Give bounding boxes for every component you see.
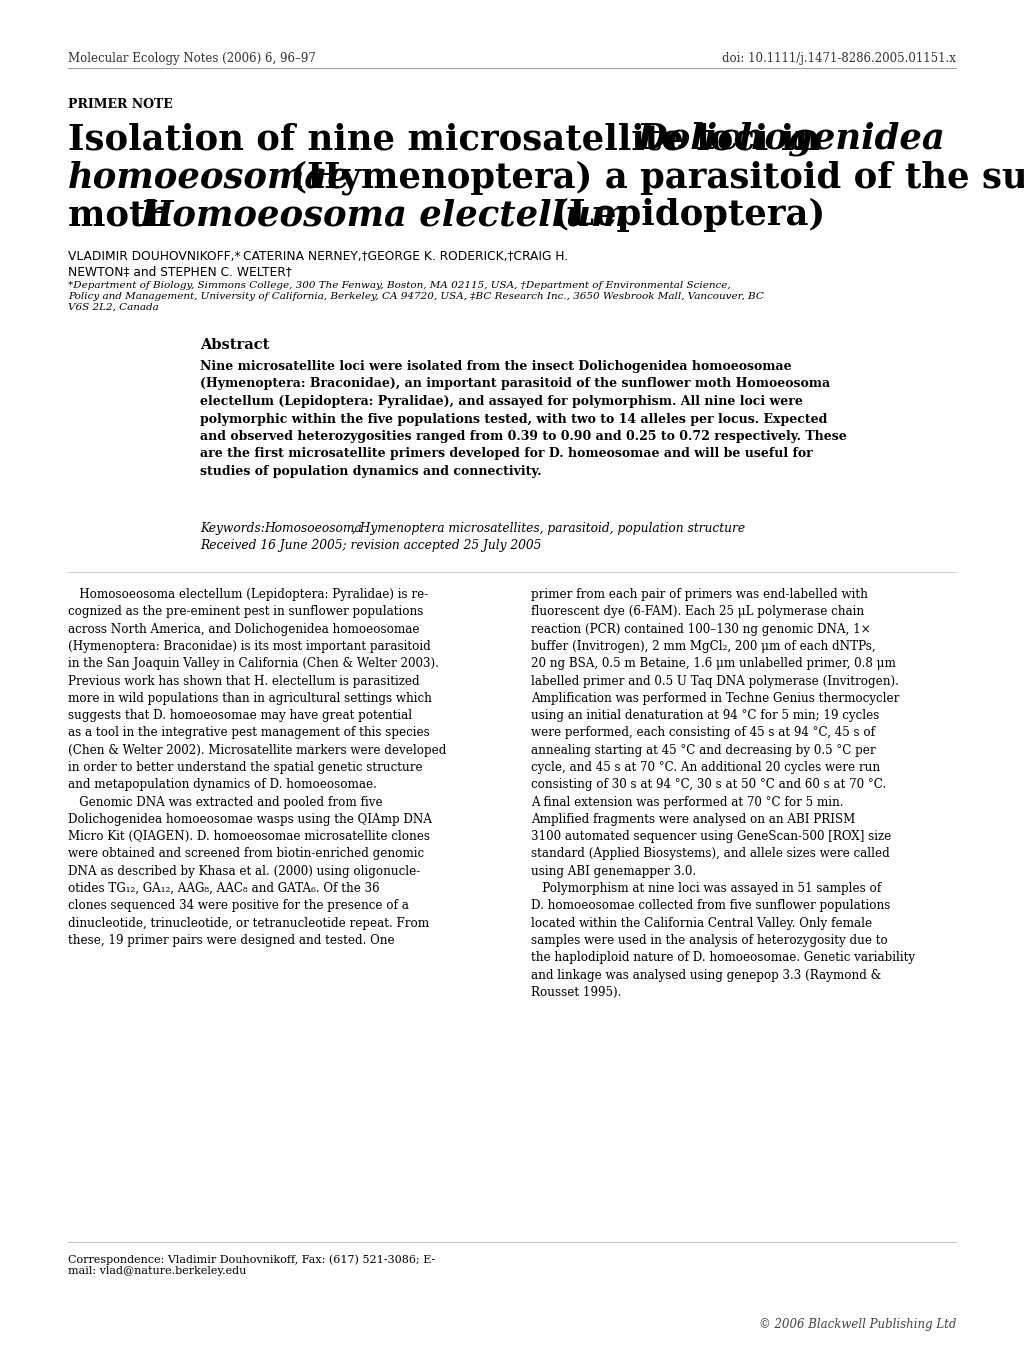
Text: moth: moth [68, 198, 183, 232]
Text: PRIMER NOTE: PRIMER NOTE [68, 98, 173, 110]
Text: Nine microsatellite loci were isolated from the insect Dolichogenidea homoeosoma: Nine microsatellite loci were isolated f… [200, 359, 847, 478]
Text: mail: vlad@nature.berkeley.edu: mail: vlad@nature.berkeley.edu [68, 1267, 247, 1276]
Text: (Lepidoptera): (Lepidoptera) [540, 198, 825, 232]
Text: Homoeosoma electellum: Homoeosoma electellum [140, 198, 630, 232]
Text: *Department of Biology, Simmons College, 300 The Fenway, Boston, MA 02115, USA, : *Department of Biology, Simmons College,… [68, 281, 731, 289]
Text: Abstract: Abstract [200, 338, 269, 353]
Text: homoeosomae: homoeosomae [68, 160, 351, 194]
Text: Policy and Management, University of California, Berkeley, CA 94720, USA, ‡BC Re: Policy and Management, University of Cal… [68, 292, 764, 302]
Text: Isolation of nine microsatellite loci in: Isolation of nine microsatellite loci in [68, 122, 833, 156]
Text: Molecular Ecology Notes (2006) 6, 96–97: Molecular Ecology Notes (2006) 6, 96–97 [68, 52, 315, 65]
Text: V6S 2L2, Canada: V6S 2L2, Canada [68, 303, 159, 312]
Text: (Hymenoptera) a parasitoid of the sunflower: (Hymenoptera) a parasitoid of the sunflo… [278, 160, 1024, 195]
Text: © 2006 Blackwell Publishing Ltd: © 2006 Blackwell Publishing Ltd [759, 1318, 956, 1331]
Text: Homosoeosoma: Homosoeosoma [264, 522, 361, 534]
Text: Received 16 June 2005; revision accepted 25 July 2005: Received 16 June 2005; revision accepted… [200, 538, 542, 552]
Text: Keywords:: Keywords: [200, 522, 272, 534]
Text: Correspondence: Vladimir Douhovnikoff, Fax: (617) 521-3086; E-: Correspondence: Vladimir Douhovnikoff, F… [68, 1254, 435, 1264]
Text: , Hymenoptera microsatellites, parasitoid, population structure: , Hymenoptera microsatellites, parasitoi… [352, 522, 745, 534]
Text: Dolichogenidea: Dolichogenidea [637, 122, 946, 156]
Text: VLADIMIR DOUHOVNIKOFF,* CATERINA NERNEY,†GEORGE K. RODERICK,†CRAIG H.: VLADIMIR DOUHOVNIKOFF,* CATERINA NERNEY,… [68, 250, 568, 262]
Text: NEWTON‡ and STEPHEN C. WELTER†: NEWTON‡ and STEPHEN C. WELTER† [68, 265, 292, 279]
Text: doi: 10.1111/j.1471-8286.2005.01151.x: doi: 10.1111/j.1471-8286.2005.01151.x [722, 52, 956, 65]
Text: Homosoeosoma electellum (Lepidoptera: Pyralidae) is re-
cognized as the pre-emin: Homosoeosoma electellum (Lepidoptera: Py… [68, 588, 446, 948]
Text: primer from each pair of primers was end-labelled with
fluorescent dye (6-FAM). : primer from each pair of primers was end… [531, 588, 915, 999]
